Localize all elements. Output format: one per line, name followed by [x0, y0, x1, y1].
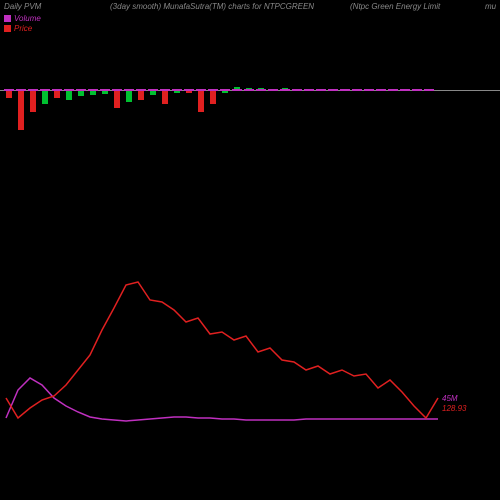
volume-line — [6, 378, 438, 421]
chart-area: 45M 128.93 — [0, 0, 500, 500]
volume-value-label: 45M — [442, 394, 458, 403]
price-line — [6, 282, 438, 418]
line-chart-svg — [0, 0, 500, 500]
price-value-label: 128.93 — [442, 404, 466, 413]
